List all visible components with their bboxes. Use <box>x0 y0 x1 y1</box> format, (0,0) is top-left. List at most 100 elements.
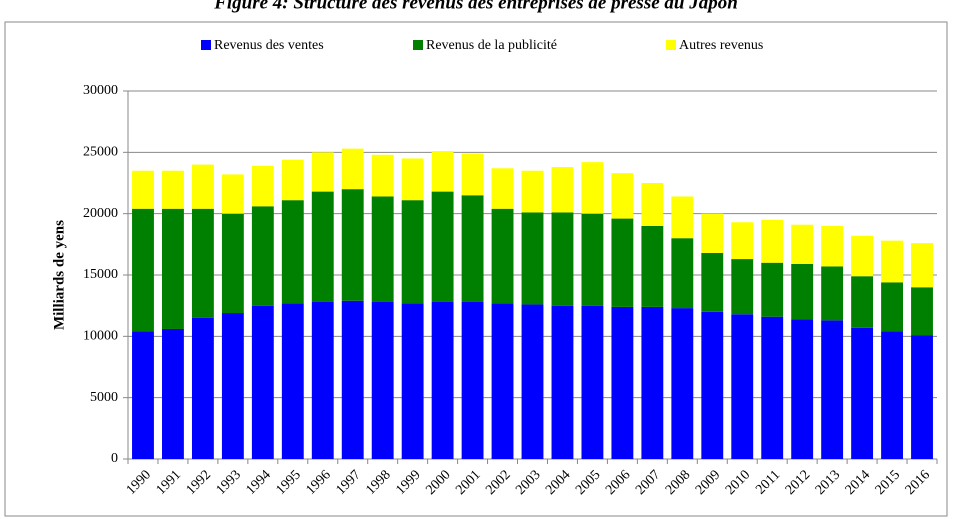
bar-segment <box>311 191 334 302</box>
legend-label: Autres revenus <box>679 38 763 53</box>
x-tick-label: 1995 <box>273 467 303 497</box>
bar-segment <box>761 219 784 263</box>
bar-segment <box>401 200 424 304</box>
bar-segment <box>132 208 154 332</box>
y-tick-label: 15000 <box>83 267 118 282</box>
bar-segment <box>731 314 754 459</box>
x-tick-label: 1993 <box>214 467 244 497</box>
bar-segment <box>311 152 334 192</box>
x-tick-label: 2015 <box>873 467 903 497</box>
bar-segment <box>821 266 844 321</box>
bar-segment <box>521 212 544 305</box>
bar-segment <box>401 303 424 459</box>
x-tick-label: 2002 <box>483 467 513 497</box>
bar-segment <box>611 173 634 219</box>
x-tick-label: 1994 <box>244 467 274 497</box>
y-axis-title: Milliards de yens <box>51 220 67 330</box>
y-tick-label: 30000 <box>83 83 118 98</box>
bar-segment <box>341 189 364 301</box>
x-tick-label: 1999 <box>393 467 423 497</box>
chart-title: Figure 4: Structure des revenus des entr… <box>213 0 738 13</box>
bar-segment <box>221 174 244 214</box>
chart-border <box>4 21 948 517</box>
bar-segment <box>132 331 154 459</box>
x-tick-label: 2003 <box>513 467 543 497</box>
x-tick-label: 2016 <box>903 467 933 497</box>
bar-segment <box>461 301 484 459</box>
bar-segment <box>341 148 364 190</box>
x-tick-label: 2009 <box>693 467 723 497</box>
bar-segment <box>851 327 874 459</box>
x-tick-label: 2001 <box>453 467 483 497</box>
bar-segment <box>881 240 903 283</box>
bar-segment <box>851 235 874 277</box>
legend-swatch <box>201 40 211 50</box>
bar-segment <box>251 165 274 207</box>
bar-segment <box>671 196 694 239</box>
bar-segment <box>881 282 903 332</box>
bar-segment <box>251 206 274 306</box>
bar-segment <box>881 331 903 459</box>
legend-label: Revenus des ventes <box>214 38 324 53</box>
bar-segment <box>431 301 454 459</box>
bar-segment <box>371 154 394 197</box>
bar-segment <box>431 151 454 192</box>
bar-segment <box>341 300 364 459</box>
x-tick-label: 2010 <box>723 467 753 497</box>
bar-segment <box>791 263 814 320</box>
bar-segment <box>641 225 664 307</box>
bar-segment <box>221 213 244 314</box>
bar-segment <box>371 196 394 302</box>
legend-label: Revenus de la publicité <box>426 38 557 53</box>
x-tick-label: 1996 <box>303 467 333 497</box>
bar-segment <box>521 170 544 213</box>
bar-segment <box>251 305 274 459</box>
bar-segment <box>191 317 214 459</box>
bar-segment <box>162 170 184 209</box>
bar-segment <box>671 308 694 459</box>
x-tick-label: 2011 <box>753 467 783 497</box>
bar-segment <box>162 208 184 329</box>
bar-segment <box>731 222 754 260</box>
y-tick-label: 10000 <box>83 329 118 344</box>
x-tick-label: 2012 <box>783 467 813 497</box>
x-tick-label: 1992 <box>184 467 214 497</box>
bar-segment <box>851 276 874 328</box>
x-tick-label: 2013 <box>813 467 843 497</box>
bar-segment <box>641 306 664 459</box>
bar-segment <box>191 208 214 318</box>
bar-segment <box>401 158 424 201</box>
x-tick-label: 1997 <box>333 467 363 497</box>
bar-segment <box>461 195 484 302</box>
bar-segment <box>132 170 154 209</box>
bar-segment <box>581 162 604 214</box>
x-tick-label: 2000 <box>423 467 453 497</box>
bar-segment <box>281 200 304 304</box>
bar-segment <box>431 191 454 302</box>
x-tick-label: 2005 <box>573 467 603 497</box>
x-tick-label: 2014 <box>843 467 873 497</box>
legend-swatch <box>413 40 423 50</box>
bar-segment <box>611 306 634 459</box>
bar-segment <box>911 243 933 288</box>
bar-segment <box>491 303 514 459</box>
bar-segment <box>551 212 574 306</box>
bar-segment <box>821 320 844 459</box>
bar-segment <box>611 218 634 307</box>
x-tick-label: 2008 <box>663 467 693 497</box>
y-tick-label: 25000 <box>83 145 118 160</box>
x-tick-label: 2006 <box>603 467 633 497</box>
x-tick-label: 2004 <box>543 467 573 497</box>
bar-segment <box>551 305 574 459</box>
bar-segment <box>281 159 304 201</box>
x-tick-label: 1991 <box>154 467 184 497</box>
bar-segment <box>701 252 724 312</box>
bar-segment <box>761 316 784 459</box>
bar-segment <box>491 208 514 304</box>
bar-segment <box>791 319 814 459</box>
bar-segment <box>491 168 514 209</box>
bar-segment <box>761 262 784 317</box>
x-tick-label: 2007 <box>633 467 663 497</box>
bar-segment <box>791 224 814 264</box>
